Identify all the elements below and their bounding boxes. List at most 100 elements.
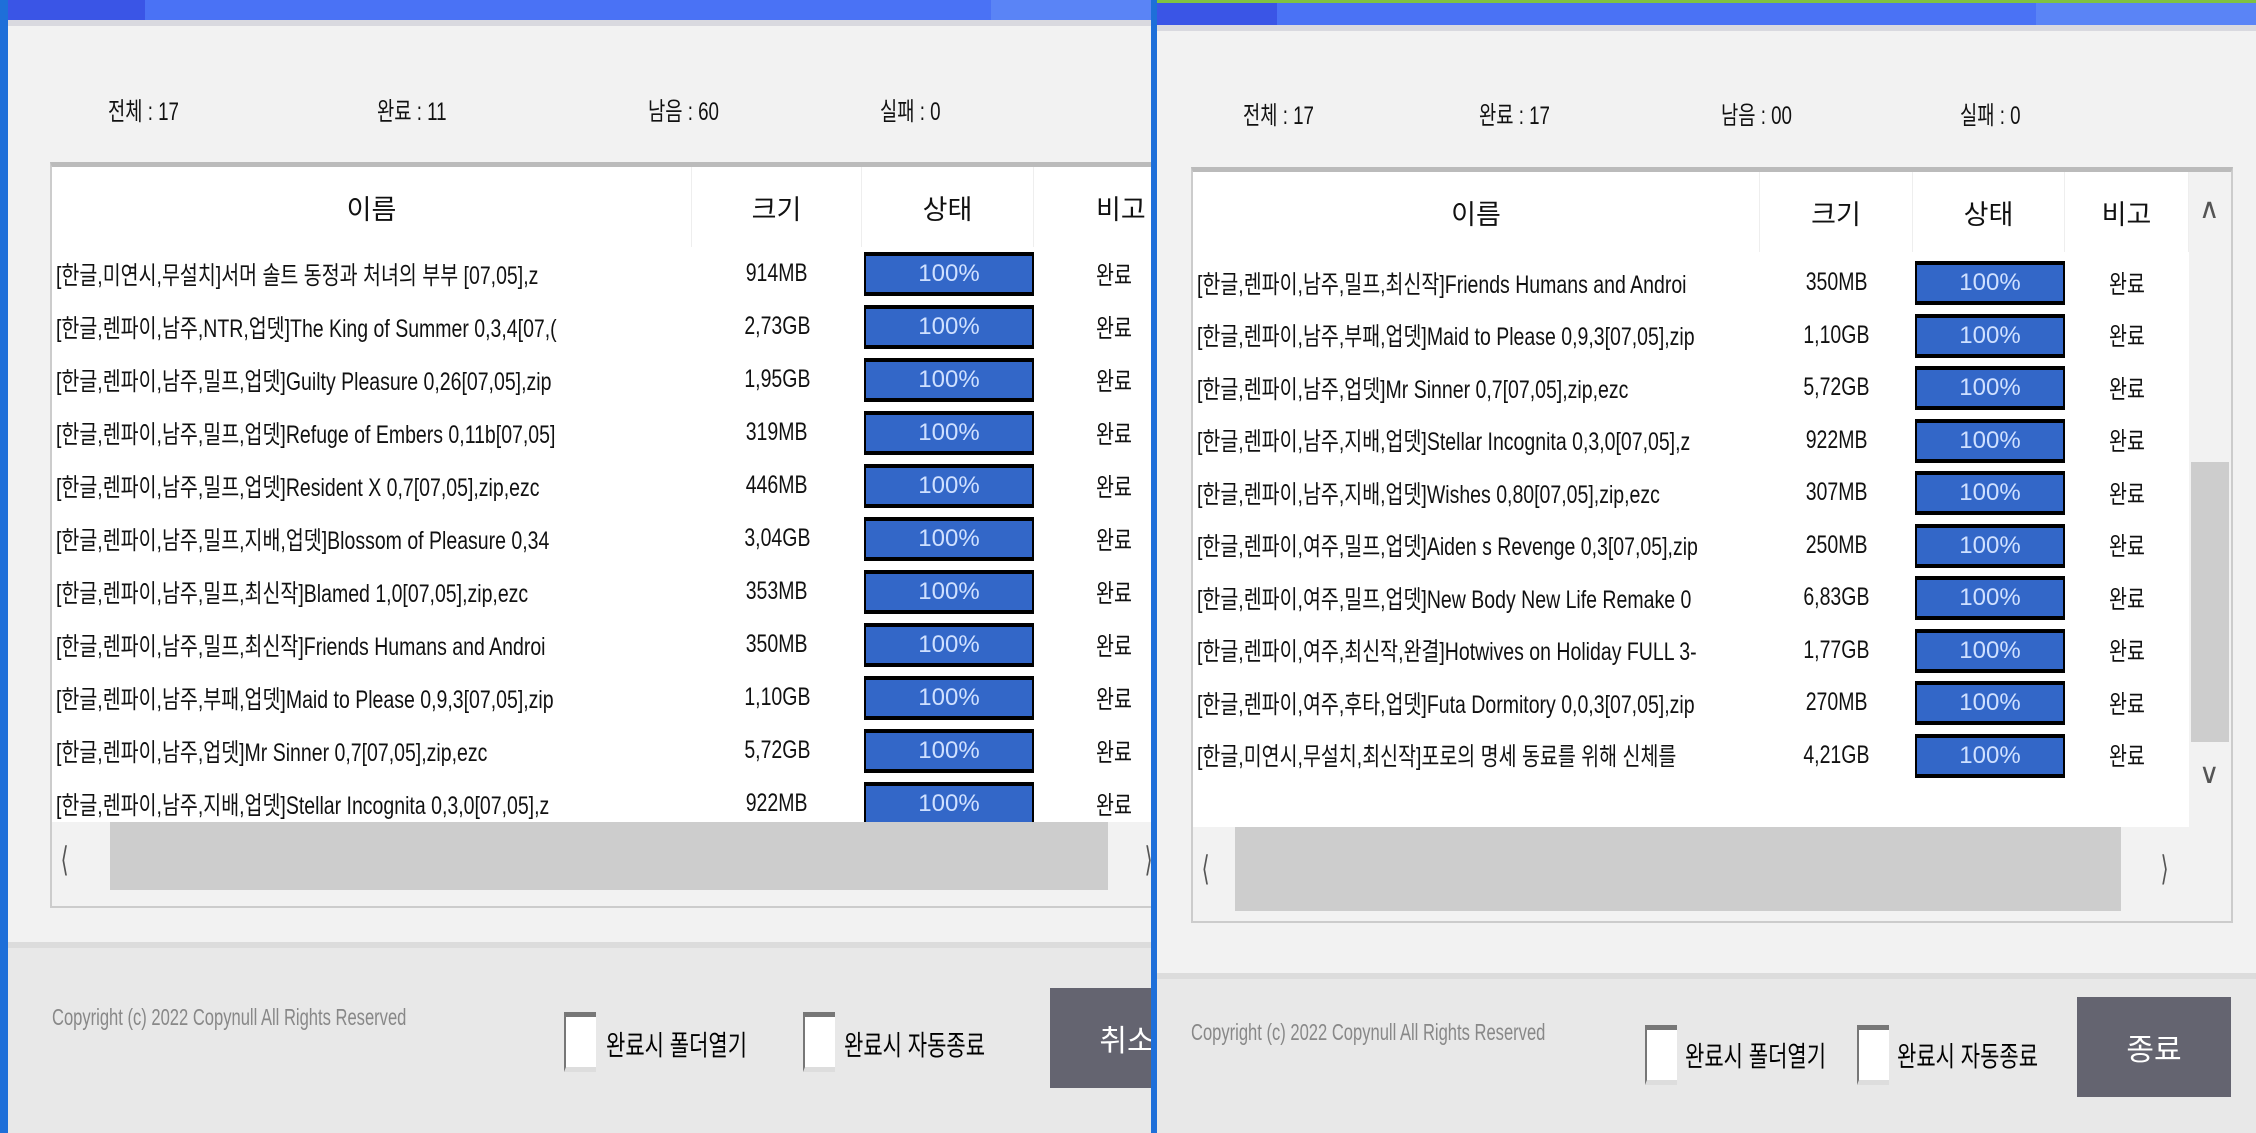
status-note: 완료 bbox=[2109, 270, 2145, 299]
table-row[interactable]: [한글,렌파이,남주,밀프,업뎃]Resident X 0,7[07,05],z… bbox=[52, 459, 1151, 512]
file-size: 319MB bbox=[746, 418, 808, 446]
column-header-name[interactable]: 이름 bbox=[1193, 172, 1760, 252]
progress-bar: 100% bbox=[864, 782, 1034, 826]
scroll-down-icon[interactable]: ∨ bbox=[2199, 758, 2220, 789]
progress-label: 100% bbox=[1917, 527, 2063, 564]
progress-bar: 100% bbox=[1915, 576, 2065, 620]
column-header-size[interactable]: 크기 bbox=[692, 167, 862, 247]
progress-label: 100% bbox=[1917, 265, 2063, 301]
column-header-status[interactable]: 상태 bbox=[1913, 172, 2065, 252]
file-name: [한글,미연시,무설치]서머 솔트 동정과 처녀의 부부 [07,05],z bbox=[56, 261, 539, 290]
progress-bar: 100% bbox=[1915, 261, 2065, 305]
table-row[interactable]: [한글,렌파이,여주,밀프,업뎃]Aiden s Revenge 0,3[07,… bbox=[1193, 519, 2231, 572]
file-name: [한글,렌파이,남주,업뎃]Mr Sinner 0,7[07,05],zip,e… bbox=[1197, 375, 1629, 404]
table-row[interactable]: [한글,미연시,무설치]서머 솔트 동정과 처녀의 부부 [07,05],z 91… bbox=[52, 247, 1151, 300]
progress-label: 100% bbox=[1917, 632, 2063, 669]
open-folder-checkbox[interactable] bbox=[1645, 1025, 1677, 1085]
table-row[interactable]: [한글,렌파이,남주,밀프,최신작]Friends Humans and And… bbox=[1193, 256, 2231, 309]
table-row[interactable]: [한글,렌파이,여주,후타,업뎃]Futa Dormitory 0,0,3[07… bbox=[1193, 676, 2231, 729]
status-note: 완료 bbox=[2109, 480, 2145, 509]
table-row[interactable]: [한글,렌파이,남주,지배,업뎃]Stellar Incognita 0,3,0… bbox=[52, 777, 1151, 830]
progress-bar: 100% bbox=[1915, 313, 2065, 358]
progress-label: 100% bbox=[866, 415, 1032, 451]
file-size: 1,10GB bbox=[1803, 320, 1870, 349]
progress-label: 100% bbox=[866, 680, 1032, 716]
progress-bar: 100% bbox=[864, 464, 1034, 508]
auto-exit-label: 완료시 자동종료 bbox=[1897, 1041, 2039, 1072]
table-row[interactable]: [한글,렌파이,남주,밀프,최신작]Blamed 1,0[07,05],zip,… bbox=[52, 565, 1151, 618]
exit-button[interactable]: 종료 bbox=[2077, 997, 2231, 1097]
file-name: [한글,렌파이,남주,밀프,최신작]Blamed 1,0[07,05],zip,… bbox=[56, 579, 529, 608]
scroll-right-icon[interactable]: ⟩ bbox=[2160, 850, 2169, 888]
status-note: 완료 bbox=[2109, 585, 2145, 614]
auto-exit-checkbox[interactable] bbox=[803, 1012, 835, 1072]
open-folder-checkbox[interactable] bbox=[564, 1012, 596, 1072]
title-bar[interactable] bbox=[1157, 0, 2256, 25]
progress-bar: 100% bbox=[864, 623, 1034, 667]
table-row[interactable]: [한글,렌파이,남주,업뎃]Mr Sinner 0,7[07,05],zip,e… bbox=[52, 724, 1151, 777]
status-note: 완료 bbox=[2109, 428, 2145, 456]
vertical-scrollbar[interactable]: ∧ ∨ bbox=[2189, 172, 2231, 827]
column-header-name[interactable]: 이름 bbox=[52, 167, 692, 247]
file-name: [한글,렌파이,여주,후타,업뎃]Futa Dormitory 0,0,3[07… bbox=[1197, 690, 1695, 719]
status-note: 완료 bbox=[1096, 261, 1132, 290]
progress-label: 100% bbox=[1917, 317, 2063, 354]
progress-label: 100% bbox=[1917, 475, 2063, 511]
file-size: 922MB bbox=[746, 789, 808, 817]
status-note: 완료 bbox=[1096, 579, 1132, 608]
table-row[interactable]: [한글,미연시,무설치,최신작]포로의 명세 동료를 위해 신체를 4,21GB 1… bbox=[1193, 729, 2231, 782]
table-row[interactable]: [한글,렌파이,남주,업뎃]Mr Sinner 0,7[07,05],zip,e… bbox=[1193, 361, 2231, 414]
horizontal-scrollbar[interactable]: ⟨ ⟩ bbox=[52, 822, 1151, 906]
progress-bar: 100% bbox=[864, 358, 1034, 402]
file-name: [한글,렌파이,남주,밀프,지배,업뎃]Blossom of Pleasure … bbox=[56, 526, 550, 555]
table-row[interactable]: [한글,렌파이,남주,지배,업뎃]Stellar Incognita 0,3,0… bbox=[1193, 414, 2231, 467]
download-window-right: 전체 : 17 완료 : 17 남음 : 00 실패 : 0 이름 크기 상태 … bbox=[1157, 0, 2256, 1133]
stat-remain: 남음 : 60 bbox=[648, 98, 719, 126]
table-row[interactable]: [한글,렌파이,남주,밀프,지배,업뎃]Blossom of Pleasure … bbox=[52, 512, 1151, 565]
column-header-size[interactable]: 크기 bbox=[1760, 172, 1913, 252]
file-size: 6,83GB bbox=[1803, 583, 1870, 611]
progress-label: 100% bbox=[1917, 737, 2063, 774]
scroll-left-icon[interactable]: ⟨ bbox=[1201, 850, 1210, 888]
progress-label: 100% bbox=[866, 733, 1032, 769]
file-name: [한글,렌파이,남주,지배,업뎃]Wishes 0,80[07,05],zip,… bbox=[1197, 480, 1660, 509]
progress-bar: 100% bbox=[1915, 733, 2065, 778]
file-name: [한글,렌파이,남주,밀프,업뎃]Refuge of Embers 0,11b[… bbox=[56, 420, 556, 449]
table-row[interactable]: [한글,렌파이,여주,최신작,완결]Hotwives on Holiday FU… bbox=[1193, 624, 2231, 677]
file-size: 353MB bbox=[746, 577, 808, 605]
scroll-left-icon[interactable]: ⟨ bbox=[60, 841, 69, 879]
table-row[interactable]: [한글,렌파이,남주,밀프,최신작]Friends Humans and And… bbox=[52, 618, 1151, 671]
progress-bar: 100% bbox=[864, 676, 1034, 720]
scroll-right-icon[interactable]: ⟩ bbox=[1145, 840, 1151, 880]
file-name: [한글,렌파이,남주,밀프,최신작]Friends Humans and And… bbox=[1197, 270, 1687, 299]
progress-label: 100% bbox=[1917, 370, 2063, 406]
scroll-up-icon[interactable]: ∧ bbox=[2199, 193, 2220, 224]
progress-bar: 100% bbox=[864, 570, 1034, 614]
file-size: 350MB bbox=[1805, 268, 1868, 296]
vertical-scroll-thumb[interactable] bbox=[2191, 462, 2229, 742]
status-note: 완료 bbox=[1096, 314, 1132, 343]
scroll-thumb[interactable] bbox=[1235, 827, 2121, 911]
column-header-status[interactable]: 상태 bbox=[862, 167, 1034, 247]
progress-label: 100% bbox=[866, 309, 1032, 345]
table-row[interactable]: [한글,렌파이,남주,NTR,업뎃]The King of Summer 0,3… bbox=[52, 300, 1151, 353]
table-row[interactable]: [한글,렌파이,남주,부패,업뎃]Maid to Please 0,9,3[07… bbox=[1193, 309, 2231, 362]
file-name: [한글,렌파이,남주,부패,업뎃]Maid to Please 0,9,3[07… bbox=[1197, 323, 1695, 351]
cancel-button[interactable]: 취소 bbox=[1050, 988, 1151, 1088]
column-header-note[interactable]: 비고 bbox=[1034, 167, 1151, 247]
table-row[interactable]: [한글,렌파이,남주,지배,업뎃]Wishes 0,80[07,05],zip,… bbox=[1193, 466, 2231, 519]
table-row[interactable]: [한글,렌파이,남주,밀프,업뎃]Refuge of Embers 0,11b[… bbox=[52, 406, 1151, 459]
progress-label: 100% bbox=[1917, 685, 2063, 721]
table-row[interactable]: [한글,렌파이,남주,부패,업뎃]Maid to Please 0,9,3[07… bbox=[52, 671, 1151, 724]
horizontal-scrollbar[interactable]: ⟨ ⟩ bbox=[1193, 827, 2231, 921]
file-size: 3,04GB bbox=[743, 524, 811, 552]
file-size: 922MB bbox=[1805, 425, 1868, 454]
table-row[interactable]: [한글,렌파이,여주,밀프,업뎃]New Body New Life Remak… bbox=[1193, 571, 2231, 624]
file-size: 270MB bbox=[1805, 688, 1868, 716]
title-bar[interactable] bbox=[8, 0, 1151, 20]
scroll-thumb[interactable] bbox=[110, 822, 1108, 890]
auto-exit-checkbox[interactable] bbox=[1857, 1025, 1889, 1085]
file-name: [한글,렌파이,남주,부패,업뎃]Maid to Please 0,9,3[07… bbox=[56, 685, 554, 714]
table-row[interactable]: [한글,렌파이,남주,밀프,업뎃]Guilty Pleasure 0,26[07… bbox=[52, 353, 1151, 406]
column-header-note[interactable]: 비고 bbox=[2065, 172, 2189, 252]
